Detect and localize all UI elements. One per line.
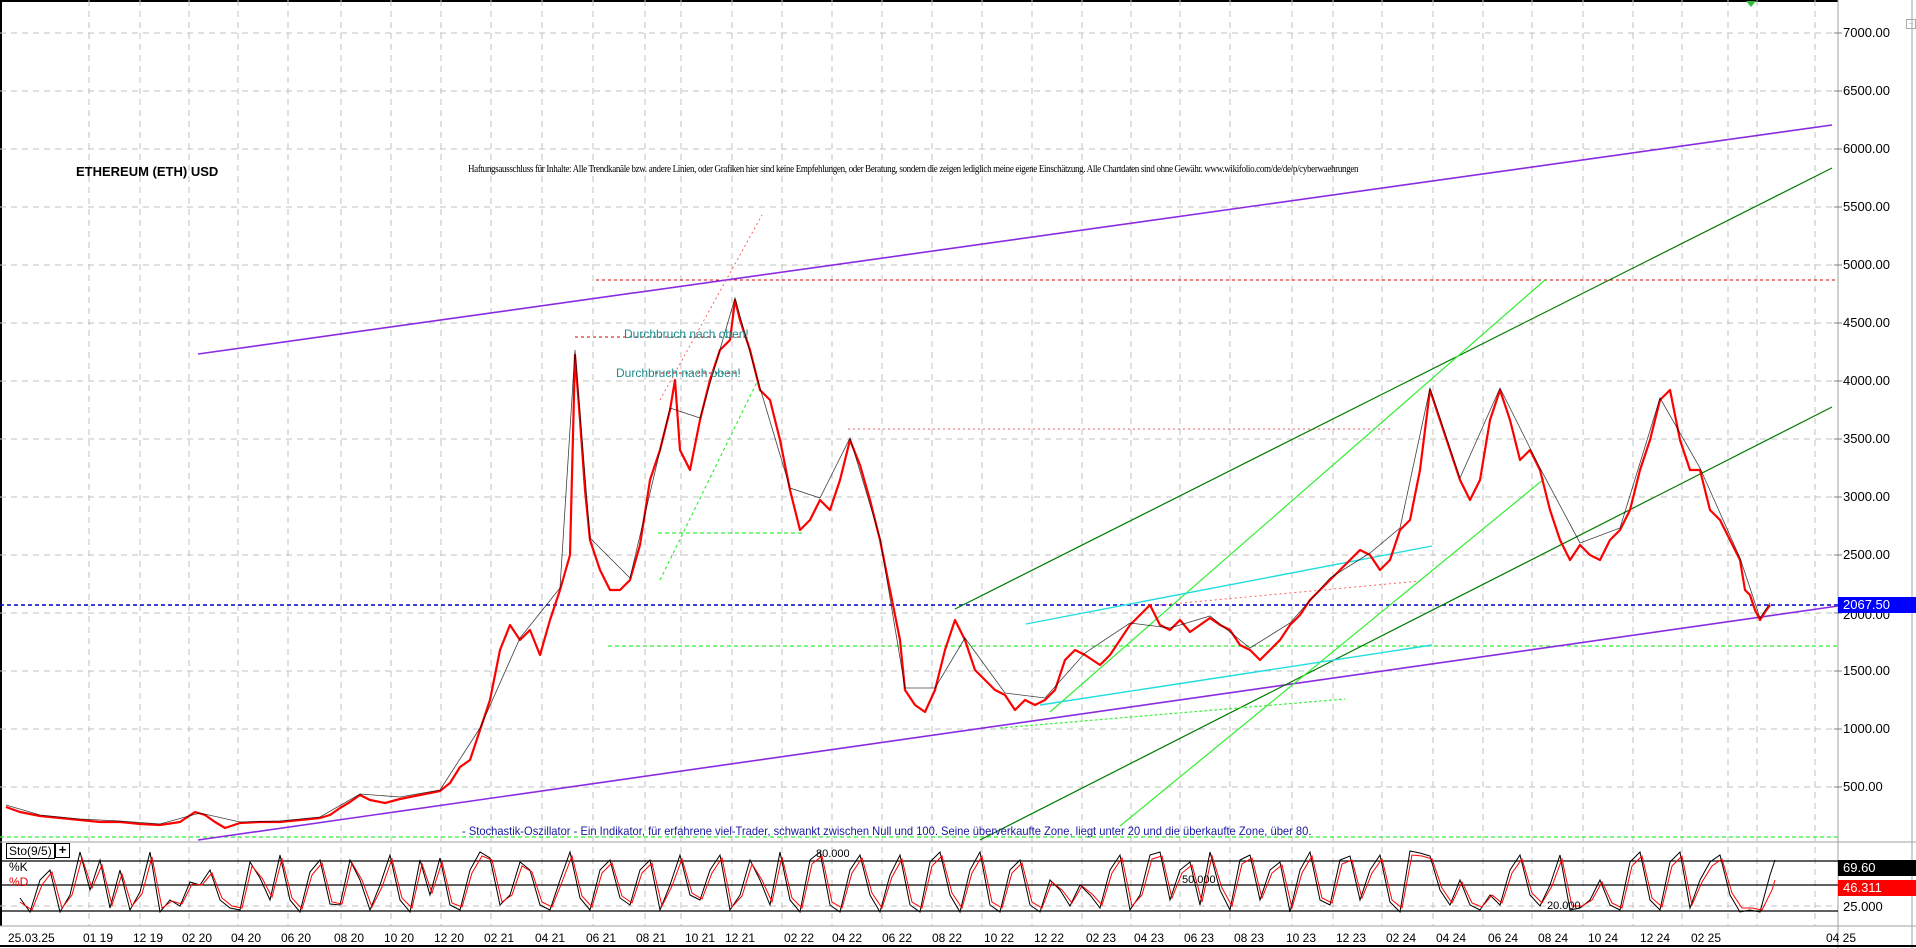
legend-d: %D <box>9 875 29 889</box>
upper-channel-line <box>197 124 1833 355</box>
time-tick: 06 21 <box>586 931 617 945</box>
time-tick: 08 23 <box>1234 931 1265 945</box>
time-tick: 08 24 <box>1538 931 1569 945</box>
red-dotted-diagonal-2 <box>1159 580 1421 606</box>
time-tick: 04 25 <box>1826 931 1857 945</box>
time-tick: 12 24 <box>1640 931 1671 945</box>
time-tick: 10 20 <box>384 931 415 945</box>
price-tick: 5500.00 <box>1843 199 1890 214</box>
time-tick: 02 23 <box>1086 931 1117 945</box>
add-indicator-button[interactable]: + <box>55 843 70 858</box>
time-tick: 12 19 <box>133 931 164 945</box>
time-tick: 10 21 <box>685 931 716 945</box>
time-tick: 10 23 <box>1286 931 1317 945</box>
price-tick: 500.00 <box>1843 779 1883 794</box>
time-tick: 02 20 <box>182 931 213 945</box>
time-tick: 08 20 <box>334 931 365 945</box>
k-value-tag: 69.60 <box>1838 860 1916 876</box>
breakout-annotation-2: Durchbruch nach oben! <box>616 366 741 380</box>
time-tick: 06 23 <box>1184 931 1215 945</box>
price-tick: 2500.00 <box>1843 547 1890 562</box>
time-tick: 02 24 <box>1386 931 1417 945</box>
price-tick: 1500.00 <box>1843 663 1890 678</box>
light-green-breakout-dash <box>659 379 759 581</box>
stochastic-level-50: 50.000 <box>1182 874 1216 886</box>
light-green-trend-1 <box>1049 279 1546 713</box>
red-dotted-diagonal <box>659 214 763 401</box>
time-tick: 10 24 <box>1588 931 1619 945</box>
time-tick: 08 22 <box>932 931 963 945</box>
chart-title: ETHEREUM (ETH) USD <box>76 164 219 179</box>
current-price-tag: 2067.50 <box>1838 597 1916 613</box>
price-tick: 1000.00 <box>1843 721 1890 736</box>
stochastic-note: - Stochastik-Oszillator - Ein Indikator,… <box>462 824 1312 838</box>
stochastic-axis-25: 25.000 <box>1843 899 1883 914</box>
price-tick: 3000.00 <box>1843 489 1890 504</box>
time-tick: 10 22 <box>984 931 1015 945</box>
price-tick: 7000.00 <box>1843 25 1890 40</box>
price-tick: 4000.00 <box>1843 373 1890 388</box>
price-tick: 6000.00 <box>1843 141 1890 156</box>
stochastic-d-line <box>19 854 1776 911</box>
disclaimer-text: Haftungsausschluss für Inhalte: Alle Tre… <box>468 164 1359 175</box>
time-tick: 04 23 <box>1134 931 1165 945</box>
time-tick: 02 21 <box>484 931 515 945</box>
dark-green-trend-2 <box>979 406 1833 841</box>
time-tick: 06 24 <box>1488 931 1519 945</box>
time-tick: 12 21 <box>725 931 756 945</box>
dark-green-trend-1 <box>954 167 1833 610</box>
price-tick: 6500.00 <box>1843 83 1890 98</box>
stochastic-level-80: 80.000 <box>816 848 850 860</box>
time-tick: 04 24 <box>1436 931 1467 945</box>
light-green-trend-3 <box>999 698 1346 729</box>
time-tick: 04 22 <box>832 931 863 945</box>
time-tick: 02 25 <box>1691 931 1722 945</box>
signal-arrow-icon <box>1746 1 1756 7</box>
time-tick: 12 22 <box>1034 931 1065 945</box>
time-tick: 06 20 <box>281 931 312 945</box>
cyan-trend-1 <box>1025 545 1433 625</box>
time-tick: 12 23 <box>1336 931 1367 945</box>
stochastic-level-20: 20.000 <box>1547 900 1581 912</box>
time-tick: 12 20 <box>434 931 465 945</box>
time-tick: 04 20 <box>231 931 262 945</box>
breakout-annotation-1: Durchbruch nach oben! <box>624 327 749 341</box>
light-green-trend-2 <box>1119 478 1545 827</box>
price-tick: 4500.00 <box>1843 315 1890 330</box>
price-series-overlay <box>5 296 1771 825</box>
price-tick: 3500.00 <box>1843 431 1890 446</box>
stochastic-k-line <box>19 850 1776 914</box>
cyan-trend-2 <box>1039 644 1433 706</box>
time-tick: 01 19 <box>83 931 114 945</box>
time-tick: 08 21 <box>636 931 667 945</box>
time-tick: 06 22 <box>882 931 913 945</box>
stochastic-indicator-label[interactable]: Sto(9/5) <box>6 843 55 859</box>
time-tick: 04 21 <box>535 931 566 945</box>
price-tick: 5000.00 <box>1843 257 1890 272</box>
time-tick: 02 22 <box>784 931 815 945</box>
stochastic-panel <box>0 850 1838 914</box>
price-series <box>5 298 1771 830</box>
lower-channel-line <box>197 605 1839 841</box>
legend-k: %K <box>9 860 28 874</box>
d-value-tag: 46.311 <box>1838 880 1916 896</box>
collapse-icon[interactable]: − <box>1906 19 1916 29</box>
time-tick: 25.03.25 <box>8 931 55 945</box>
